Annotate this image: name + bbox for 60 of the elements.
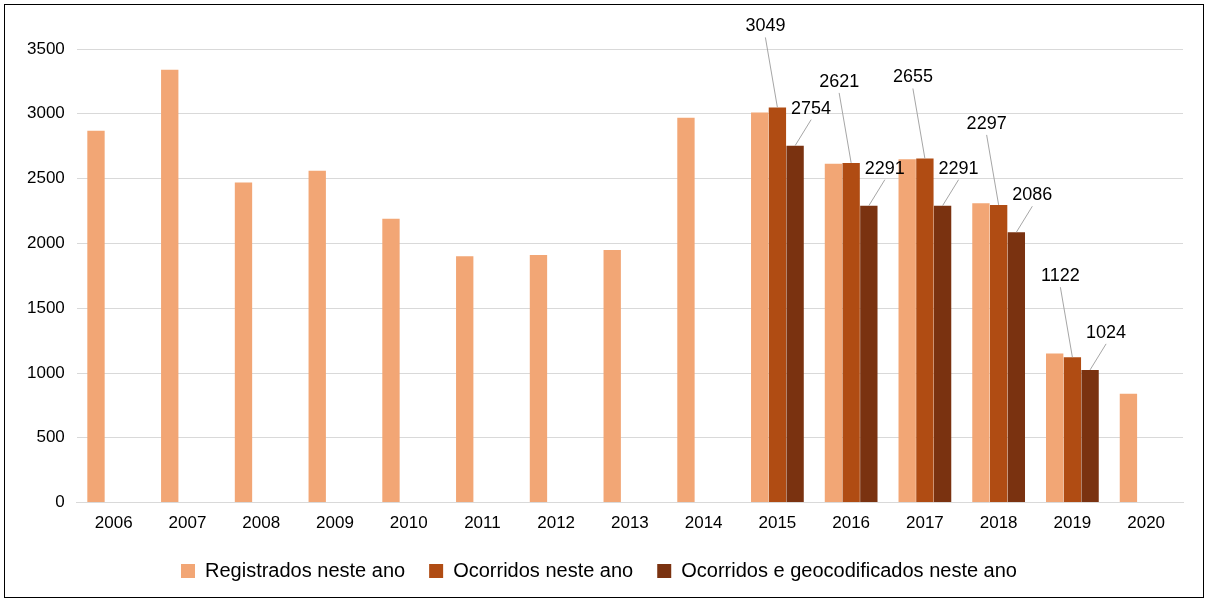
data-label: 3049 <box>745 15 786 36</box>
x-tick-label: 2007 <box>168 513 207 533</box>
legend-label: Ocorridos neste ano <box>453 558 634 581</box>
x-tick-label: 2018 <box>979 513 1018 533</box>
data-label: 2291 <box>864 157 905 178</box>
bar <box>456 256 474 503</box>
data-label: 2086 <box>1012 184 1053 205</box>
data-label: 2754 <box>791 97 832 118</box>
bar <box>382 218 400 503</box>
x-tick-label: 2015 <box>758 513 797 533</box>
x-tick-label: 2008 <box>242 513 281 533</box>
data-label: 2621 <box>819 70 860 91</box>
bar <box>933 205 952 503</box>
data-label: 2297 <box>966 112 1007 133</box>
y-tick-label: 2500 <box>26 168 65 188</box>
x-tick-label: 2006 <box>94 513 133 533</box>
bar <box>1081 369 1099 503</box>
bar <box>972 203 990 503</box>
x-tick-label: 2017 <box>905 513 944 533</box>
bar <box>1046 353 1064 503</box>
bar <box>860 205 878 503</box>
data-label: 1122 <box>1041 265 1080 286</box>
bar <box>786 145 804 503</box>
bar <box>989 204 1008 503</box>
data-label: 2655 <box>892 66 933 87</box>
bar <box>161 69 179 503</box>
legend-label: Registrados neste ano <box>205 558 406 581</box>
y-tick-label: 0 <box>55 492 65 512</box>
bar <box>1007 232 1026 503</box>
bar <box>1063 357 1082 503</box>
bar <box>824 163 843 503</box>
y-tick-label: 3500 <box>26 38 65 58</box>
bar <box>842 162 860 503</box>
legend-label: Ocorridos e geocodificados neste ano <box>681 558 1017 581</box>
bar <box>87 130 105 503</box>
x-tick-label: 2012 <box>537 513 576 533</box>
bar <box>529 255 548 503</box>
bar <box>603 249 621 503</box>
y-tick-label: 1000 <box>26 362 65 382</box>
y-tick-label: 3000 <box>26 103 65 123</box>
x-tick-label: 2011 <box>464 513 501 533</box>
x-tick-label: 2010 <box>389 513 428 533</box>
x-tick-label: 2019 <box>1053 513 1092 533</box>
x-tick-label: 2014 <box>684 513 723 533</box>
x-tick-label: 2020 <box>1127 513 1166 533</box>
y-tick-label: 2000 <box>26 233 65 253</box>
x-tick-label: 2016 <box>832 513 871 533</box>
x-tick-label: 2013 <box>611 513 649 533</box>
bar <box>916 158 934 503</box>
bar <box>1119 393 1138 503</box>
bar <box>751 112 769 503</box>
y-tick-label: 1500 <box>26 297 65 317</box>
data-label: 2291 <box>938 157 979 178</box>
data-label: 1024 <box>1086 321 1127 342</box>
bar <box>234 182 253 503</box>
y-tick-label: 500 <box>36 427 65 447</box>
bar <box>677 117 695 503</box>
bar <box>768 107 787 503</box>
bar <box>308 170 326 503</box>
x-tick-label: 2009 <box>316 513 354 533</box>
